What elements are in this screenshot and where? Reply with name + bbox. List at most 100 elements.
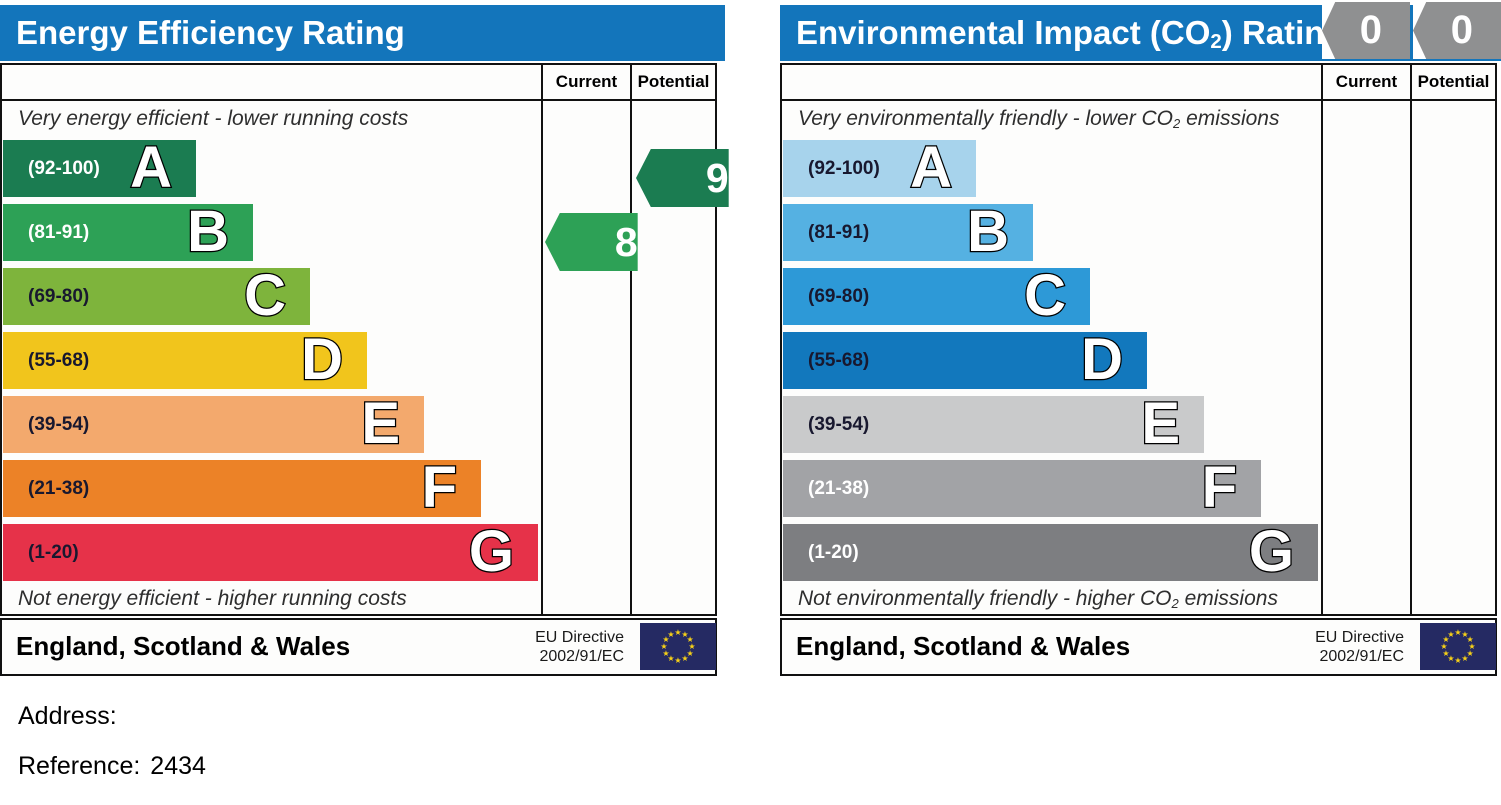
band-letter: C — [243, 261, 287, 329]
svg-text:★: ★ — [662, 635, 669, 644]
svg-text:★: ★ — [681, 654, 688, 663]
potential-column-header: Potential — [637, 72, 710, 91]
band-letter: G — [1248, 517, 1296, 585]
svg-text:★: ★ — [667, 630, 674, 639]
band-range-label: (21-38) — [808, 478, 870, 499]
svg-text:★: ★ — [1447, 654, 1454, 663]
region-label: England, Scotland & Wales — [796, 631, 1131, 661]
band-letter: D — [300, 325, 344, 393]
band-range-label: (1-20) — [808, 542, 859, 563]
energy-rating-table: Current Potential Very energy efficient … — [0, 63, 729, 616]
potential-badge-arrow: 0 — [1413, 2, 1501, 59]
potential-column-header: Potential — [1417, 72, 1490, 91]
eu-directive-label: EU Directive 2002/91/EC — [535, 629, 624, 665]
svg-text:★: ★ — [1468, 642, 1475, 651]
band-e: (39-54) E — [3, 389, 424, 457]
potential-badge-value: 0 — [1450, 8, 1473, 52]
svg-text:★: ★ — [1467, 635, 1474, 644]
svg-text:★: ★ — [1461, 654, 1468, 663]
svg-text:★: ★ — [667, 654, 674, 663]
band-range-label: (39-54) — [28, 414, 90, 435]
band-letter: B — [966, 197, 1010, 265]
energy-efficiency-chart: Energy Efficiency Rating Current Potenti… — [0, 0, 729, 680]
svg-text:★: ★ — [687, 635, 694, 644]
environmental-chart-title: Environmental Impact (CO2) Rating — [796, 14, 1322, 54]
current-column-header: Current — [555, 72, 618, 91]
column-divider — [1410, 65, 1412, 614]
band-range-label: (92-100) — [808, 158, 880, 179]
band-letter: A — [909, 133, 953, 201]
environmental-rating-table: Current Potential Very environmentally f… — [780, 63, 1497, 616]
band-c: (69-80) C — [3, 261, 310, 329]
energy-title-bar: Energy Efficiency Rating — [0, 5, 725, 61]
band-c: (69-80) C — [783, 261, 1090, 329]
band-range-label: (55-68) — [808, 350, 870, 371]
energy-chart-title: Energy Efficiency Rating — [16, 14, 405, 51]
column-header-row: Current Potential — [782, 65, 1495, 101]
band-f: (21-38) F — [783, 453, 1261, 521]
band-letter: F — [1200, 453, 1238, 520]
reference-label: Reference: — [18, 752, 141, 780]
svg-text:★: ★ — [681, 630, 688, 639]
svg-text:★: ★ — [1440, 642, 1447, 651]
svg-text:★: ★ — [687, 649, 694, 658]
band-letter: E — [1140, 389, 1181, 457]
band-range-label: (39-54) — [808, 414, 870, 435]
svg-text:★: ★ — [1442, 649, 1449, 658]
reference-value: 2434 — [150, 752, 206, 780]
svg-text:★: ★ — [674, 656, 681, 665]
chart-footer: England, Scotland & Wales EU Directive 2… — [0, 618, 717, 676]
address-line: Address: — [18, 702, 117, 731]
current-badge-arrow: 0 — [1322, 2, 1410, 59]
eu-flag-icon: ★ ★ ★ ★ ★ ★ ★ ★ ★ ★ ★ ★ — [640, 623, 716, 670]
band-a: (92-100) A — [3, 133, 196, 201]
header-potential-badge: 0 — [1413, 2, 1501, 59]
svg-text:★: ★ — [1447, 630, 1454, 639]
region-label: England, Scotland & Wales — [16, 631, 351, 661]
bottom-caption: Not environmentally friendly - higher CO… — [798, 587, 1278, 611]
band-letter: C — [1023, 261, 1067, 329]
header-current-badge: 0 — [1322, 2, 1410, 59]
svg-text:★: ★ — [662, 649, 669, 658]
current-rating-value: 84 — [614, 218, 661, 265]
band-range-label: (21-38) — [28, 478, 90, 499]
band-b: (81-91) B — [3, 197, 253, 265]
band-letter: D — [1080, 325, 1124, 393]
band-b: (81-91) B — [783, 197, 1033, 265]
bottom-caption: Not energy efficient - higher running co… — [18, 587, 407, 610]
band-letter: G — [468, 517, 516, 585]
potential-rating-arrow: 95 — [636, 149, 729, 207]
top-caption: Very environmentally friendly - lower CO… — [798, 107, 1280, 131]
svg-text:★: ★ — [1467, 649, 1474, 658]
current-column-header: Current — [1335, 72, 1398, 91]
eu-directive-label: EU Directive 2002/91/EC — [1315, 629, 1404, 665]
column-divider — [541, 65, 543, 614]
current-badge-value: 0 — [1359, 8, 1382, 52]
band-range-label: (55-68) — [28, 350, 90, 371]
current-rating-arrow: 84 — [545, 213, 638, 271]
band-letter: A — [129, 133, 173, 201]
band-range-label: (81-91) — [28, 222, 90, 243]
column-header-row: Current Potential — [2, 65, 715, 101]
potential-rating-value: 95 — [705, 154, 752, 201]
band-letter: F — [420, 453, 458, 520]
band-range-label: (81-91) — [808, 222, 870, 243]
band-letter: B — [186, 197, 230, 265]
band-range-label: (69-80) — [808, 286, 870, 307]
svg-text:★: ★ — [1461, 630, 1468, 639]
chart-footer: England, Scotland & Wales EU Directive 2… — [780, 618, 1497, 676]
column-divider — [1321, 65, 1323, 614]
reference-line: Reference: 2434 — [18, 752, 206, 781]
environmental-impact-chart: Environmental Impact (CO2) Rating 0 0 Cu… — [780, 0, 1501, 680]
svg-text:★: ★ — [1454, 628, 1461, 637]
column-divider — [630, 65, 632, 614]
band-range-label: (69-80) — [28, 286, 90, 307]
band-f: (21-38) F — [3, 453, 481, 521]
svg-text:★: ★ — [660, 642, 667, 651]
svg-text:★: ★ — [674, 628, 681, 637]
band-range-label: (1-20) — [28, 542, 79, 563]
address-label: Address: — [18, 702, 117, 730]
band-range-label: (92-100) — [28, 158, 100, 179]
band-d: (55-68) D — [783, 325, 1147, 393]
eu-flag-icon: ★ ★ ★ ★ ★ ★ ★ ★ ★ ★ ★ ★ — [1420, 623, 1496, 670]
